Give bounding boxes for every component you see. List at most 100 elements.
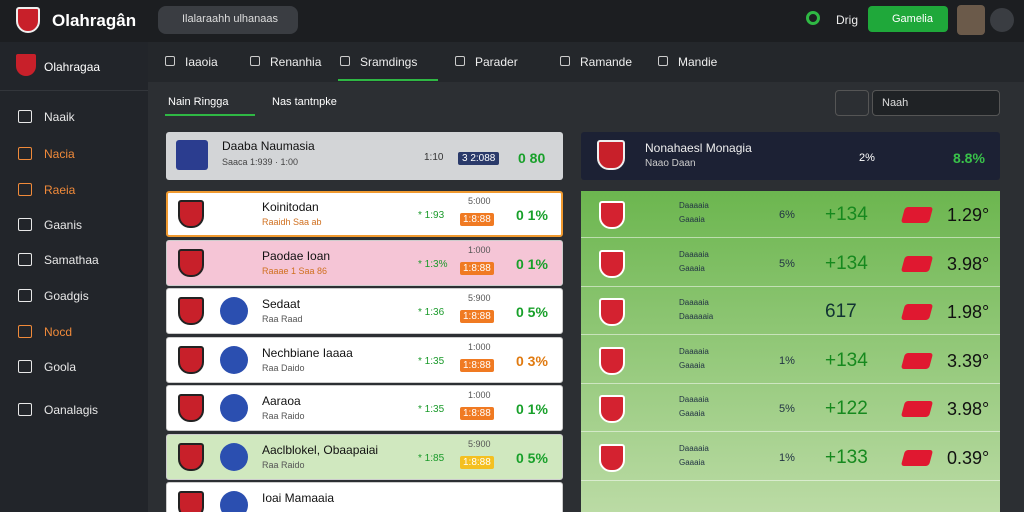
odds: 1.98°	[947, 302, 990, 322]
odds-value: +122	[825, 398, 868, 419]
tab[interactable]: Parader	[475, 55, 518, 69]
market-sub: Gaaaia	[679, 409, 705, 418]
team-logo	[220, 345, 248, 374]
odds-row[interactable]	[581, 191, 1000, 238]
team-logo	[220, 394, 248, 422]
tab-icon	[250, 56, 260, 66]
market-sub: Gaaaia	[679, 457, 705, 467]
market-label: Daaaaia	[679, 443, 709, 453]
match-sub: Naao Daan	[645, 158, 696, 169]
status-dot	[806, 11, 820, 25]
team-logo	[178, 297, 204, 325]
right-header-row[interactable]	[581, 132, 1000, 180]
result: 8.8%	[953, 150, 985, 166]
result: 0 5%	[516, 449, 548, 466]
odd-badge: 1:8:88	[460, 261, 494, 275]
match-row[interactable]	[166, 239, 563, 286]
tab[interactable]: Mandie	[678, 55, 718, 69]
league-filter[interactable]	[165, 90, 255, 116]
pct: 1%	[779, 451, 795, 464]
sidebar-item[interactable]: Goadgis	[44, 289, 89, 303]
odds: 0.39°	[947, 447, 990, 468]
result: 0 80	[518, 150, 546, 166]
sidebar-item[interactable]: Samathaa	[44, 253, 99, 267]
sidebar-item[interactable]: Naaik	[44, 110, 75, 124]
tab-icon	[658, 56, 668, 66]
match-name: Ioai Mamaaia	[262, 491, 335, 505]
odds-badge	[900, 304, 934, 320]
panel-search[interactable]	[872, 90, 1000, 116]
odd-top: 5:900	[468, 438, 491, 449]
team-logo	[220, 297, 248, 325]
odd: * 1:35	[418, 355, 445, 367]
sidebar-divider	[0, 90, 148, 91]
tab-bar	[148, 42, 1024, 82]
market-label: Daaaaia	[679, 395, 709, 404]
odds-value: +134	[825, 252, 868, 274]
action-button[interactable]	[868, 6, 948, 32]
odds-badge	[900, 352, 934, 369]
match-name: Nechbiane Iaaaa	[262, 345, 353, 360]
market-label: Daaaaia	[679, 249, 709, 259]
tab[interactable]: Iaaoia	[185, 55, 218, 69]
search-box[interactable]	[158, 6, 298, 34]
odds-badge	[900, 255, 934, 272]
odds: 3.39°	[947, 350, 990, 371]
odds: 1.29°	[947, 205, 990, 225]
match-name: Aaraoa	[262, 394, 301, 408]
odd: * 1:93	[418, 210, 445, 221]
sidebar-icon	[18, 403, 32, 416]
odds-row[interactable]	[581, 434, 1000, 481]
sidebar-item[interactable]: Gaanis	[44, 218, 83, 232]
team-logo	[599, 395, 625, 423]
menu-button[interactable]	[990, 8, 1014, 32]
tab-icon	[560, 56, 570, 66]
odd-top: 1:000	[468, 390, 491, 400]
sidebar-icon	[18, 289, 32, 302]
market-sub: Gaaaia	[679, 360, 705, 370]
sidebar-item[interactable]: Oanalagis	[44, 403, 99, 417]
odd: * 1:35	[418, 404, 445, 415]
sidebar-icon	[18, 360, 32, 373]
sidebar-item[interactable]: Nocd	[44, 325, 73, 339]
odds-row[interactable]	[581, 240, 1000, 287]
pct: 5%	[779, 403, 795, 415]
match-row[interactable]	[166, 191, 563, 237]
odds-value: 617	[825, 301, 857, 322]
avatar[interactable]	[957, 5, 985, 35]
market-sub: Daaaaaia	[679, 312, 714, 321]
team-logo	[220, 442, 248, 471]
odds-row[interactable]	[581, 385, 1000, 432]
match-name: Aaclblokel, Obaapaiai	[262, 442, 379, 457]
pct: 6%	[779, 209, 795, 221]
match-name: Koinitodan	[262, 200, 319, 214]
tab[interactable]: Ramande	[580, 55, 633, 69]
search-text: Ilalaraahh ulhanaas	[182, 13, 279, 25]
team-logo	[178, 200, 204, 228]
user-label: Drig	[836, 13, 859, 27]
team-logo	[176, 140, 208, 170]
result: 0 1%	[516, 401, 548, 417]
odds-row[interactable]	[581, 337, 1000, 384]
odd: 1:10	[424, 152, 444, 163]
odds-value: +134	[825, 204, 868, 225]
match-sub: Saaca 1:939 · 1:00	[222, 157, 299, 167]
tab-active-line	[338, 79, 438, 81]
sidebar-item[interactable]: Goola	[44, 360, 77, 374]
sidebar-item[interactable]: Nacia	[44, 147, 75, 161]
match-sub: Raa Raad	[262, 314, 303, 324]
tab[interactable]: Sramdings	[360, 55, 418, 69]
odds-row[interactable]	[581, 288, 1000, 335]
odds: 3.98°	[947, 253, 990, 274]
odd-top: 5:900	[468, 293, 491, 303]
odd: * 1:3%	[418, 258, 448, 270]
odd-top: 5:000	[468, 196, 491, 206]
sidebar-item[interactable]: Raeia	[44, 183, 76, 197]
tab[interactable]: Renanhia	[270, 55, 322, 69]
sidebar-icon	[18, 253, 32, 266]
odds-badge	[900, 449, 934, 466]
odd-badge: 1:8:88	[460, 407, 494, 420]
filter-button[interactable]	[835, 90, 869, 116]
odd-badge: 1:8:88	[460, 310, 494, 323]
